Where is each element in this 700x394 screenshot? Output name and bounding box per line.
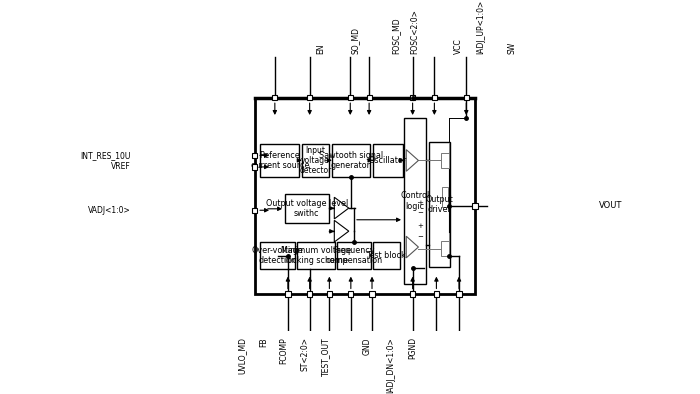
Text: FOSC<2:0>: FOSC<2:0>	[411, 9, 419, 54]
Bar	[285, 194, 328, 223]
Text: UVLO_MD: UVLO_MD	[237, 337, 246, 374]
Bar	[332, 144, 370, 177]
Text: FOSC_MD: FOSC_MD	[392, 18, 400, 54]
Bar	[404, 118, 426, 284]
Text: VOUT: VOUT	[599, 201, 623, 210]
Bar	[307, 291, 312, 297]
Bar	[473, 203, 477, 208]
Text: VADJ<1:0>: VADJ<1:0>	[88, 206, 130, 215]
Bar	[428, 142, 450, 266]
Bar	[337, 242, 370, 269]
Bar	[298, 242, 335, 269]
Bar	[441, 241, 449, 256]
Text: FCOMP: FCOMP	[279, 337, 288, 364]
Text: IADJ_DN<1:0>: IADJ_DN<1:0>	[386, 337, 395, 393]
Bar	[302, 144, 330, 177]
Polygon shape	[335, 197, 349, 219]
Bar	[348, 95, 353, 100]
Polygon shape	[406, 236, 419, 258]
Bar	[372, 242, 400, 269]
Text: Output voltage level
swithc: Output voltage level swithc	[265, 199, 348, 219]
Bar	[252, 153, 257, 158]
Bar	[327, 291, 332, 297]
Bar	[252, 208, 257, 213]
Bar	[260, 144, 300, 177]
Text: SO_MD: SO_MD	[351, 27, 360, 54]
Text: Over-voltage
detection: Over-voltage detection	[252, 246, 304, 266]
Text: −: −	[417, 234, 423, 240]
Text: SW: SW	[508, 42, 517, 54]
Text: Control
logic: Control logic	[400, 191, 429, 210]
Text: Minimum voltage
locking scheme: Minimum voltage locking scheme	[281, 246, 351, 266]
Text: IADJ_UP<1:0>: IADJ_UP<1:0>	[476, 0, 485, 54]
Bar	[442, 187, 448, 207]
Bar	[434, 291, 439, 297]
Text: Output
driver: Output driver	[426, 195, 454, 214]
Text: PGND: PGND	[409, 337, 418, 359]
Bar	[410, 95, 415, 100]
Bar	[255, 98, 475, 294]
Text: INT_RES_10U: INT_RES_10U	[80, 151, 130, 160]
Bar	[286, 291, 290, 297]
Bar	[410, 291, 415, 297]
Text: FB: FB	[259, 337, 268, 347]
Bar	[456, 291, 461, 297]
Text: VREF: VREF	[111, 162, 130, 171]
Bar	[252, 164, 257, 169]
Text: +: +	[417, 223, 423, 229]
Polygon shape	[335, 220, 349, 242]
Bar	[463, 95, 469, 100]
Bar	[307, 95, 312, 100]
Bar	[432, 95, 437, 100]
Text: TEST_OUT: TEST_OUT	[321, 337, 330, 376]
Text: EN: EN	[316, 44, 326, 54]
Text: Input
voltage
detector: Input voltage detector	[300, 145, 332, 175]
Bar	[372, 144, 403, 177]
Text: Frequency
compensation: Frequency compensation	[326, 246, 382, 266]
Bar	[441, 152, 449, 168]
Polygon shape	[406, 150, 419, 171]
Text: Test block: Test block	[367, 251, 406, 260]
Bar	[370, 291, 374, 297]
Bar	[260, 242, 295, 269]
Text: VCC: VCC	[454, 39, 463, 54]
Text: +: +	[417, 200, 423, 206]
Text: −: −	[417, 210, 423, 216]
Bar	[348, 291, 354, 297]
Bar	[367, 95, 372, 100]
Text: ST<2:0>: ST<2:0>	[300, 337, 309, 371]
Text: Sawtooth signal
generator: Sawtooth signal generator	[318, 151, 383, 170]
Text: Oscillator: Oscillator	[369, 156, 407, 165]
Bar	[272, 95, 277, 100]
Text: Reference
current source: Reference current source	[251, 151, 309, 170]
Text: GND: GND	[362, 337, 371, 355]
